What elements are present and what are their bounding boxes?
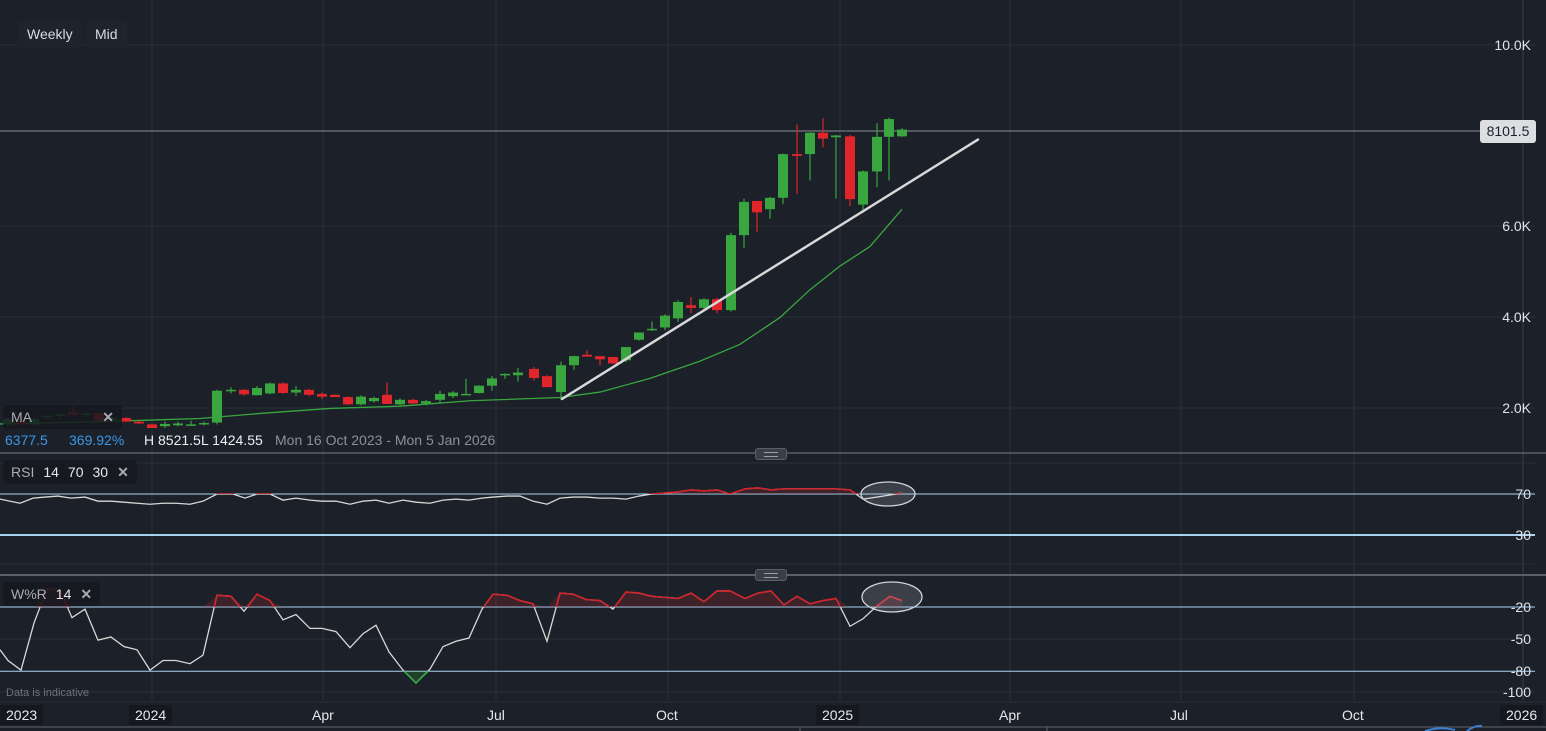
date-range: Mon 16 Oct 2023 - Mon 5 Jan 2026 xyxy=(275,432,496,448)
close-icon[interactable]: ✕ xyxy=(80,586,93,602)
close-icon[interactable]: ✕ xyxy=(102,409,114,425)
wr-legend-name: W%R xyxy=(11,586,47,602)
rsi-line xyxy=(0,487,903,505)
rsi-axis-label: 70 xyxy=(1515,486,1531,502)
rsi-annotation-ellipse[interactable] xyxy=(860,481,916,507)
disclaimer: Data is indicative xyxy=(6,687,90,699)
change-value: 6377.5 xyxy=(5,432,48,448)
trendline[interactable] xyxy=(560,138,980,401)
price-type-button[interactable]: Mid xyxy=(86,21,127,48)
price-axis-label: 4.0K xyxy=(1502,309,1531,325)
rsi-period: 14 xyxy=(43,464,59,480)
rsi-lower: 30 xyxy=(92,464,109,480)
high-value: H 8521.5 xyxy=(144,432,201,448)
wr-line xyxy=(0,587,903,685)
ma-legend-name: MA xyxy=(11,409,32,425)
wr-legend: W%R 14 ✕ xyxy=(3,582,101,606)
pane-resize-handle[interactable] xyxy=(755,569,787,581)
time-axis-label: Oct xyxy=(656,707,678,723)
wr-axis-label: -80 xyxy=(1510,663,1531,679)
time-axis-label: Apr xyxy=(312,707,334,723)
navigator-minimap[interactable] xyxy=(799,724,1483,731)
rsi-upper: 70 xyxy=(67,464,84,480)
pane-resize-handle[interactable] xyxy=(755,448,787,460)
time-axis-label: 2026 xyxy=(1500,705,1544,725)
wr-axis-label: -20 xyxy=(1510,599,1531,615)
change-percent: 369.92% xyxy=(69,432,125,448)
interval-button[interactable]: Weekly xyxy=(18,21,82,48)
time-axis-label: Jul xyxy=(487,707,505,723)
wr-axis-label: -50 xyxy=(1510,631,1531,647)
wr-annotation-ellipse[interactable] xyxy=(861,581,923,613)
rsi-legend-name: RSI xyxy=(11,464,35,480)
time-axis-label: Oct xyxy=(1342,707,1364,723)
rsi-legend: RSI 14 70 30 ✕ xyxy=(3,460,137,484)
ma-legend: MA ✕ xyxy=(3,405,122,429)
rsi-axis-label: 30 xyxy=(1515,527,1531,543)
time-axis-label: Jul xyxy=(1170,707,1188,723)
time-axis-label: 2023 xyxy=(0,705,44,725)
time-axis-label: 2024 xyxy=(129,705,173,725)
price-axis-label: 6.0K xyxy=(1502,218,1531,234)
price-stats: 6377.5 369.92% H 8521.5 L 1424.55 Mon 16… xyxy=(5,432,495,448)
price-axis-label: 2.0K xyxy=(1502,400,1531,416)
wr-period: 14 xyxy=(55,586,72,602)
candles xyxy=(3,117,907,429)
time-axis-label: 2025 xyxy=(816,705,860,725)
wr-axis-label: -100 xyxy=(1502,684,1531,700)
price-axis-label: 10.0K xyxy=(1494,37,1531,53)
close-icon[interactable]: ✕ xyxy=(117,464,129,480)
time-axis-label: Apr xyxy=(999,707,1021,723)
low-value: L 1424.55 xyxy=(201,432,263,448)
moving-average-line xyxy=(0,208,903,425)
current-price-tag: 8101.5 xyxy=(1480,120,1536,143)
